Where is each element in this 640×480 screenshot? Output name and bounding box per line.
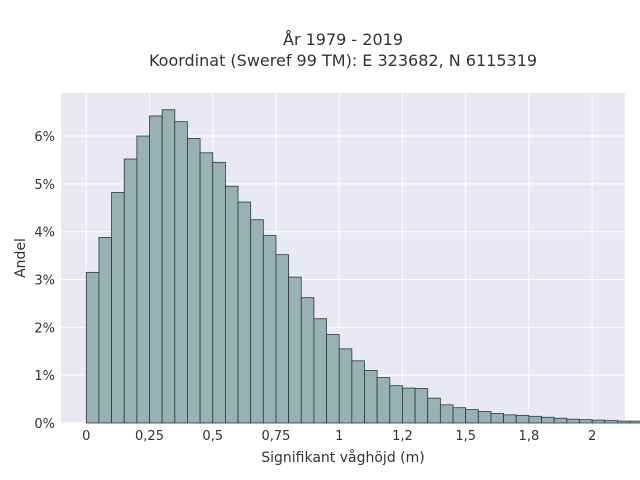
- y-axis-label: Andel: [13, 238, 29, 278]
- histogram-bar: [541, 416, 555, 424]
- y-tick-label: 5%: [34, 178, 55, 193]
- y-tick-label: 1%: [34, 369, 55, 384]
- histogram-bar: [338, 348, 353, 424]
- histogram-bar: [503, 414, 517, 424]
- histogram-bar: [604, 420, 618, 424]
- histogram-bar: [300, 297, 315, 424]
- x-axis-ticks: 0 0,25 0,5 0,75 1 1,2 1,5 1,8 2: [82, 429, 596, 444]
- histogram-bar: [212, 161, 226, 424]
- histogram-bar: [136, 135, 150, 424]
- x-tick-label: 0,75: [262, 429, 291, 444]
- y-tick-label: 4%: [34, 226, 55, 241]
- histogram-bar: [364, 369, 378, 424]
- histogram-bar: [515, 414, 530, 424]
- x-axis-label: Signifikant våghöjd (m): [261, 449, 424, 466]
- histogram-bar: [224, 185, 239, 424]
- histogram-bar: [161, 109, 176, 424]
- histogram-bar: [262, 235, 277, 424]
- histogram-bar: [490, 413, 505, 424]
- histogram-bar: [237, 201, 252, 424]
- histogram-bar: [275, 254, 290, 424]
- x-tick-label: 2: [588, 429, 596, 444]
- histogram-bar: [111, 192, 125, 424]
- histogram-bar: [85, 271, 100, 424]
- histogram-bar: [250, 219, 264, 424]
- histogram-bar: [174, 121, 188, 424]
- y-tick-label: 6%: [34, 130, 55, 145]
- histogram-bar: [591, 419, 606, 424]
- histogram-bar: [402, 387, 416, 424]
- y-axis-ticks: 0% 1% 2% 3% 4% 5% 6%: [34, 130, 55, 432]
- histogram-bar: [123, 158, 138, 424]
- y-tick-label: 3%: [34, 274, 55, 289]
- histogram-bar: [414, 388, 429, 424]
- histogram-bar: [579, 419, 593, 424]
- histogram-bar: [389, 385, 403, 424]
- y-tick-label: 0%: [34, 417, 55, 432]
- x-tick-label: 0,25: [135, 429, 164, 444]
- histogram-bar: [528, 415, 542, 424]
- x-tick-label: 1,8: [519, 429, 540, 444]
- histogram-bar: [427, 397, 441, 424]
- histogram-bar: [477, 411, 492, 424]
- chart-title-line-2: Koordinat (Sweref 99 TM): E 323682, N 61…: [149, 51, 537, 70]
- histogram-bar: [199, 152, 214, 424]
- histogram-bar: [439, 404, 454, 424]
- chart-title-line-1: År 1979 - 2019: [283, 30, 403, 49]
- histogram-bar: [187, 138, 201, 424]
- x-tick-label: 1,2: [392, 429, 413, 444]
- histogram-bar: [566, 418, 580, 424]
- histogram-bar: [351, 360, 365, 424]
- x-tick-label: 1: [335, 429, 343, 444]
- histogram-bar: [452, 407, 467, 424]
- histogram-bar: [98, 237, 112, 424]
- histogram-bar: [617, 420, 631, 424]
- x-tick-label: 0,5: [202, 429, 223, 444]
- histogram-bar: [629, 420, 640, 424]
- histogram-bar: [313, 318, 327, 424]
- histogram-bars: [85, 109, 640, 424]
- histogram-bar: [149, 115, 163, 424]
- x-tick-label: 0: [82, 429, 90, 444]
- x-tick-label: 1,5: [455, 429, 476, 444]
- histogram-bar: [465, 409, 479, 424]
- y-tick-label: 2%: [34, 321, 55, 336]
- histogram-bar: [376, 377, 391, 424]
- histogram-bar: [288, 276, 302, 424]
- histogram-bar: [553, 417, 568, 424]
- histogram-bar: [326, 334, 340, 424]
